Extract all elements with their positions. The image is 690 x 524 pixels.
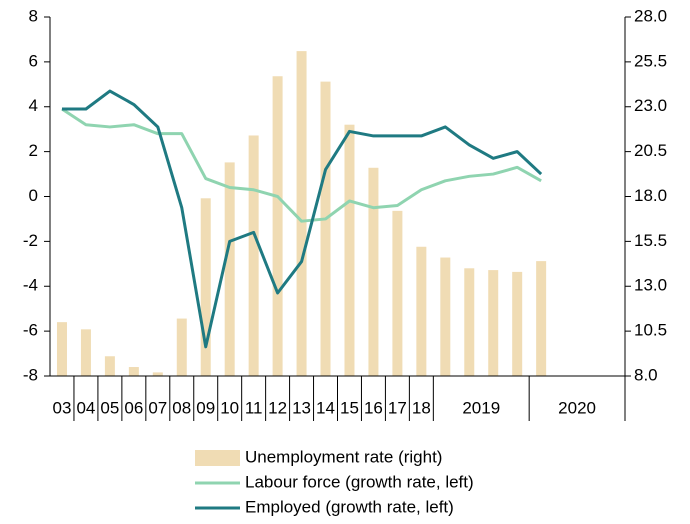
legend-swatch — [195, 450, 240, 466]
x-tick-label: 2020 — [558, 398, 596, 417]
bar — [344, 124, 355, 376]
x-tick-label: 04 — [76, 398, 95, 417]
x-tick-label: 14 — [316, 398, 335, 417]
line-series — [61, 89, 543, 349]
bar — [104, 356, 115, 376]
x-tick-label: 18 — [412, 398, 431, 417]
x-tick-label: 09 — [196, 398, 215, 417]
y2-tick-label: 20.5 — [634, 141, 667, 160]
bar — [296, 51, 307, 376]
y-tick-label: 4 — [29, 96, 38, 115]
x-tick-label: 17 — [388, 398, 407, 417]
legend-label: Unemployment rate (right) — [245, 447, 442, 466]
y-tick-label: -4 — [23, 276, 38, 295]
y-tick-label: -2 — [23, 231, 38, 250]
x-tick-label: 03 — [53, 398, 72, 417]
bar — [392, 210, 403, 376]
y-tick-label: 6 — [29, 51, 38, 70]
line-series — [61, 107, 542, 223]
bar — [464, 268, 475, 376]
bar — [248, 135, 259, 376]
y-tick-label: 2 — [29, 141, 38, 160]
x-tick-label: 10 — [220, 398, 239, 417]
x-tick-label: 08 — [172, 398, 191, 417]
y2-tick-label: 28.0 — [634, 6, 667, 25]
x-tick-label: 05 — [100, 398, 119, 417]
bar — [224, 162, 235, 376]
bar — [200, 198, 211, 376]
bar — [56, 322, 67, 376]
x-tick-label: 06 — [124, 398, 143, 417]
y2-tick-label: 10.5 — [634, 321, 667, 340]
x-tick-label: 07 — [148, 398, 167, 417]
x-tick-label: 12 — [268, 398, 287, 417]
bar — [536, 261, 547, 376]
x-tick-label: 11 — [245, 398, 263, 417]
bar — [176, 318, 187, 376]
y-tick-label: -8 — [23, 365, 38, 384]
bar — [368, 167, 379, 376]
y-tick-label: 8 — [29, 6, 38, 25]
bar — [416, 246, 427, 376]
bar — [512, 271, 523, 376]
y2-tick-label: 15.5 — [634, 231, 667, 250]
legend-label: Employed (growth rate, left) — [245, 497, 454, 516]
y2-tick-label: 8.0 — [634, 365, 658, 384]
bar — [128, 367, 139, 376]
bar — [320, 81, 331, 377]
legend-label: Labour force (growth rate, left) — [245, 472, 474, 491]
y2-tick-label: 13.0 — [634, 276, 667, 295]
y2-tick-label: 18.0 — [634, 186, 667, 205]
x-tick-label: 13 — [292, 398, 311, 417]
bar — [80, 329, 91, 376]
x-tick-label: 15 — [340, 398, 359, 417]
bar — [440, 257, 451, 376]
y2-tick-label: 25.5 — [634, 51, 667, 70]
bar — [272, 76, 283, 377]
x-tick-label: 16 — [364, 398, 383, 417]
y2-tick-label: 23.0 — [634, 96, 667, 115]
y-tick-label: 0 — [29, 186, 38, 205]
bar — [152, 372, 163, 376]
x-tick-label: 2019 — [462, 398, 500, 417]
y-tick-label: -6 — [23, 321, 38, 340]
bar — [488, 270, 499, 376]
